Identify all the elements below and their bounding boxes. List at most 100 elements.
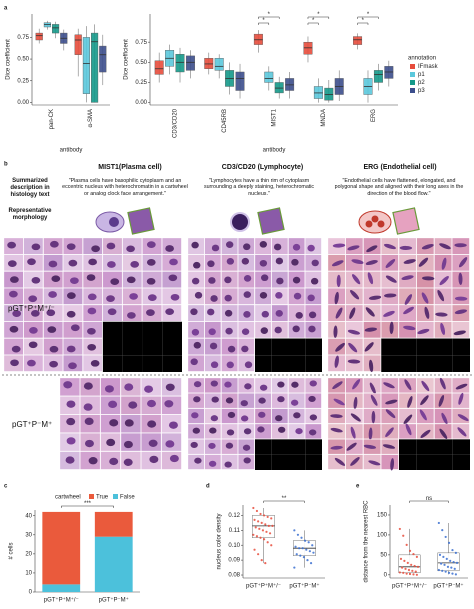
nucleus — [210, 380, 218, 387]
nucleus — [130, 261, 140, 268]
nucleus — [457, 427, 467, 437]
x-tick-label: pGT⁺P⁺M⁺/⁻ — [44, 597, 79, 604]
point — [398, 571, 401, 574]
nucleus — [190, 358, 198, 366]
point — [437, 521, 440, 525]
nucleus — [418, 257, 429, 267]
point — [302, 556, 306, 559]
point — [299, 554, 302, 557]
blank-tile — [416, 439, 435, 455]
legend-swatch — [113, 494, 118, 499]
nucleus — [370, 394, 378, 406]
nucleus — [170, 293, 180, 301]
nucleus — [48, 260, 58, 268]
nucleus — [224, 294, 232, 302]
nucleus — [225, 442, 234, 449]
x-tick-label: pGT⁺P⁺M⁺/⁻ — [392, 583, 427, 590]
blank-tile — [399, 454, 417, 470]
nucleus — [368, 460, 381, 466]
significance: * — [367, 12, 370, 18]
nucleus — [165, 383, 175, 391]
nucleus — [226, 241, 234, 248]
nucleus — [211, 396, 219, 403]
point — [306, 559, 309, 562]
nucleus — [454, 243, 467, 248]
nucleus — [385, 275, 397, 283]
nucleus — [83, 403, 93, 411]
blank-tile — [271, 355, 289, 372]
nucleus — [334, 457, 346, 466]
point — [253, 548, 256, 551]
box — [384, 66, 394, 79]
nucleus — [438, 395, 445, 407]
nucleus — [243, 311, 251, 318]
point — [293, 566, 296, 569]
nucleus — [190, 441, 198, 449]
nucleus — [350, 426, 356, 439]
nucleus — [401, 275, 414, 281]
box — [52, 24, 60, 34]
blank-tile — [288, 439, 306, 455]
nucleus — [193, 261, 201, 269]
blank-tile — [452, 355, 470, 372]
bracket — [258, 16, 280, 19]
nucleus — [417, 328, 430, 335]
point — [254, 526, 257, 529]
nucleus — [165, 308, 175, 316]
nucleus — [348, 342, 358, 353]
nucleus — [165, 245, 174, 252]
point — [265, 530, 268, 533]
nucleus — [383, 243, 396, 250]
nucleus — [260, 274, 269, 282]
legend-swatch — [410, 72, 415, 77]
point — [412, 552, 415, 556]
box — [303, 41, 313, 55]
blank-tile — [142, 355, 163, 372]
nucleus — [332, 243, 346, 248]
point — [296, 533, 300, 536]
box — [99, 45, 107, 73]
nucleus — [346, 442, 357, 451]
nucleus — [241, 328, 250, 336]
point — [252, 533, 255, 536]
nucleus — [7, 241, 16, 249]
box — [274, 82, 284, 94]
blank-tile — [305, 454, 322, 470]
point — [298, 547, 301, 550]
x-tick-label: MIST1 — [272, 108, 278, 126]
nucleus — [367, 272, 374, 285]
x-tick-label: pGT⁺P⁺M⁺/⁻ — [246, 583, 281, 590]
nucleus — [307, 244, 315, 252]
point — [308, 550, 311, 553]
y-axis-label: nucleus color density — [217, 513, 223, 569]
point — [415, 555, 418, 558]
blank-tile — [416, 338, 435, 356]
nucleus — [458, 272, 463, 285]
nucleus — [421, 243, 434, 250]
column-title: MIST1(Plasma cell) — [98, 164, 162, 171]
point — [440, 562, 443, 565]
nucleus — [330, 414, 343, 418]
point — [260, 559, 263, 562]
point — [414, 570, 417, 573]
nucleus — [275, 415, 283, 422]
nucleus — [211, 244, 220, 252]
nucleus — [226, 429, 235, 436]
nucleus — [275, 291, 283, 299]
nucleus — [349, 307, 356, 319]
point — [270, 544, 273, 547]
nucleus — [308, 395, 316, 403]
nucleus — [421, 292, 429, 304]
nucleus — [210, 295, 218, 302]
y-tick-label: 0.00 — [17, 100, 29, 106]
icon — [232, 214, 248, 230]
blank-tile — [255, 439, 272, 455]
nucleus — [292, 276, 301, 284]
blank-tile — [416, 454, 435, 470]
nucleus — [335, 307, 343, 319]
nucleus — [225, 397, 234, 404]
nucleus — [225, 327, 233, 335]
nucleus — [66, 243, 76, 251]
nucleus — [224, 276, 232, 284]
nucleus — [347, 329, 360, 335]
